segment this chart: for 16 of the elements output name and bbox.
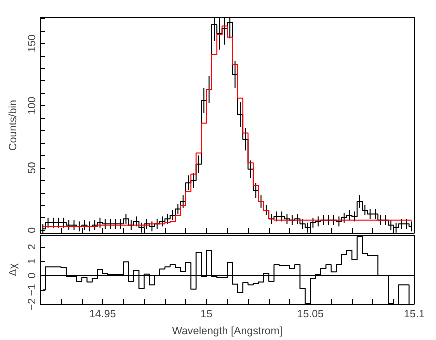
y-axis-title: Δχ — [8, 263, 20, 276]
y-tick-label: 0 — [26, 227, 38, 234]
x-axis-title: Wavelength [Angstrom] — [172, 326, 283, 338]
y-tick-label: 50 — [26, 162, 38, 174]
y-tick-label: 100 — [26, 96, 38, 115]
y-axis-title: Counts/bin — [8, 100, 20, 151]
x-tick-label: 15.05 — [297, 308, 324, 320]
y-tick-label: −1 — [26, 284, 38, 296]
x-tick-label: 14.95 — [90, 308, 116, 320]
x-tick-label: 15 — [200, 308, 213, 320]
x-tick-label: 15.1 — [404, 308, 425, 320]
y-tick-label: 2 — [26, 244, 38, 250]
y-tick-label: −2 — [26, 298, 38, 311]
y-tick-label: 1 — [26, 258, 38, 264]
y-tick-label: 0 — [26, 272, 38, 279]
y-tick-label: 150 — [26, 34, 38, 53]
